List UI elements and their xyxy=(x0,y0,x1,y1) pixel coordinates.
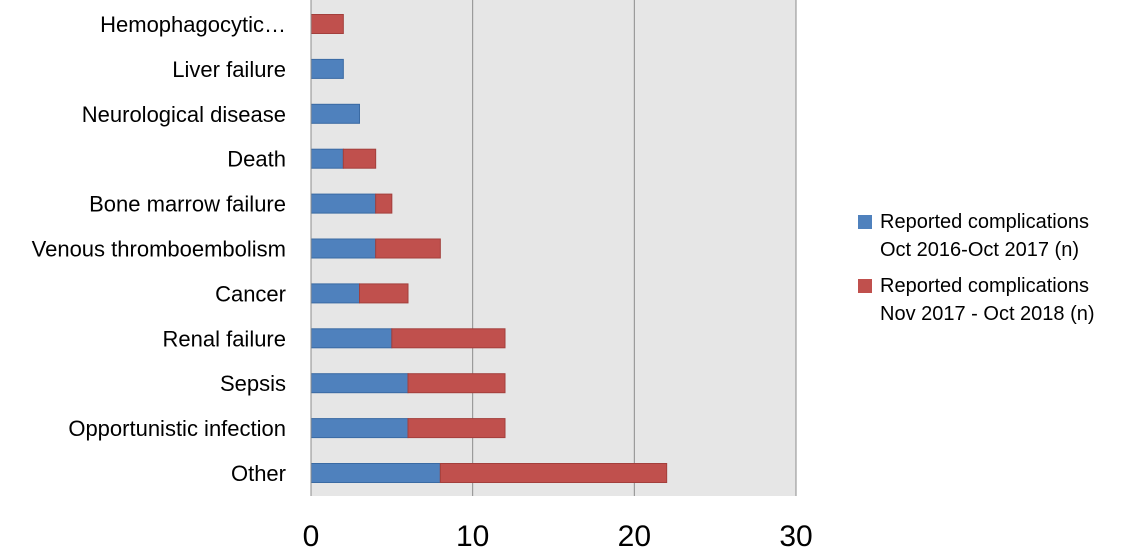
bar-series-1-6 xyxy=(310,283,360,304)
bar-series-2-8 xyxy=(407,373,506,394)
category-label: Neurological disease xyxy=(82,102,286,127)
legend-label-series-1: Reported complications Oct 2016-Oct 2017… xyxy=(880,211,1089,261)
bar-series-1-3 xyxy=(310,148,344,169)
category-label: Bone marrow failure xyxy=(89,192,286,217)
category-label: Hemophagocytic… xyxy=(100,12,286,37)
x-tick-label: 0 xyxy=(303,520,320,552)
category-label: Liver failure xyxy=(172,57,286,82)
legend-item-series-1: Reported complications Oct 2016-Oct 2017… xyxy=(858,208,1141,264)
category-label: Renal failure xyxy=(162,326,286,351)
bar-series-2-7 xyxy=(391,328,506,349)
x-tick-label: 10 xyxy=(456,520,489,552)
bar-series-2-0 xyxy=(310,14,344,34)
bar-series-2-10 xyxy=(439,463,668,483)
bar-series-1-5 xyxy=(310,238,377,259)
legend-label-series-2: Reported complications Nov 2017 - Oct 20… xyxy=(880,275,1095,325)
category-label: Cancer xyxy=(215,281,286,306)
bar-series-1-1 xyxy=(310,58,344,79)
legend: Reported complications Oct 2016-Oct 2017… xyxy=(858,208,1141,336)
bar-series-1-10 xyxy=(310,463,441,483)
bar-series-1-4 xyxy=(310,193,377,214)
bar-series-1-9 xyxy=(310,418,409,439)
category-labels: Hemophagocytic… Liver failure Neurological… xyxy=(32,12,286,486)
bar-series-2-9 xyxy=(407,418,506,439)
category-label: Sepsis xyxy=(220,371,286,396)
x-tick-label: 30 xyxy=(779,520,812,552)
category-label: Venous thromboembolism xyxy=(32,237,286,262)
category-label: Opportunistic infection xyxy=(68,416,286,441)
x-gridlines xyxy=(472,0,797,496)
category-label: Other xyxy=(231,461,286,486)
bar-series-1-2 xyxy=(310,103,360,124)
bar-series-2-4 xyxy=(375,193,393,214)
legend-swatch-series-1 xyxy=(858,215,872,229)
bar-series-2-3 xyxy=(342,148,377,169)
legend-swatch-series-2 xyxy=(858,279,872,293)
bar-series-2-6 xyxy=(359,283,409,304)
x-tick-label: 20 xyxy=(618,520,651,552)
category-label: Death xyxy=(227,147,286,172)
bar-series-2-5 xyxy=(375,238,441,259)
bar-series-1-7 xyxy=(310,328,393,349)
x-tick-labels: 0 10 20 30 xyxy=(303,520,813,552)
bar-series-1-8 xyxy=(310,373,409,394)
legend-item-series-2: Reported complications Nov 2017 - Oct 20… xyxy=(858,272,1141,328)
